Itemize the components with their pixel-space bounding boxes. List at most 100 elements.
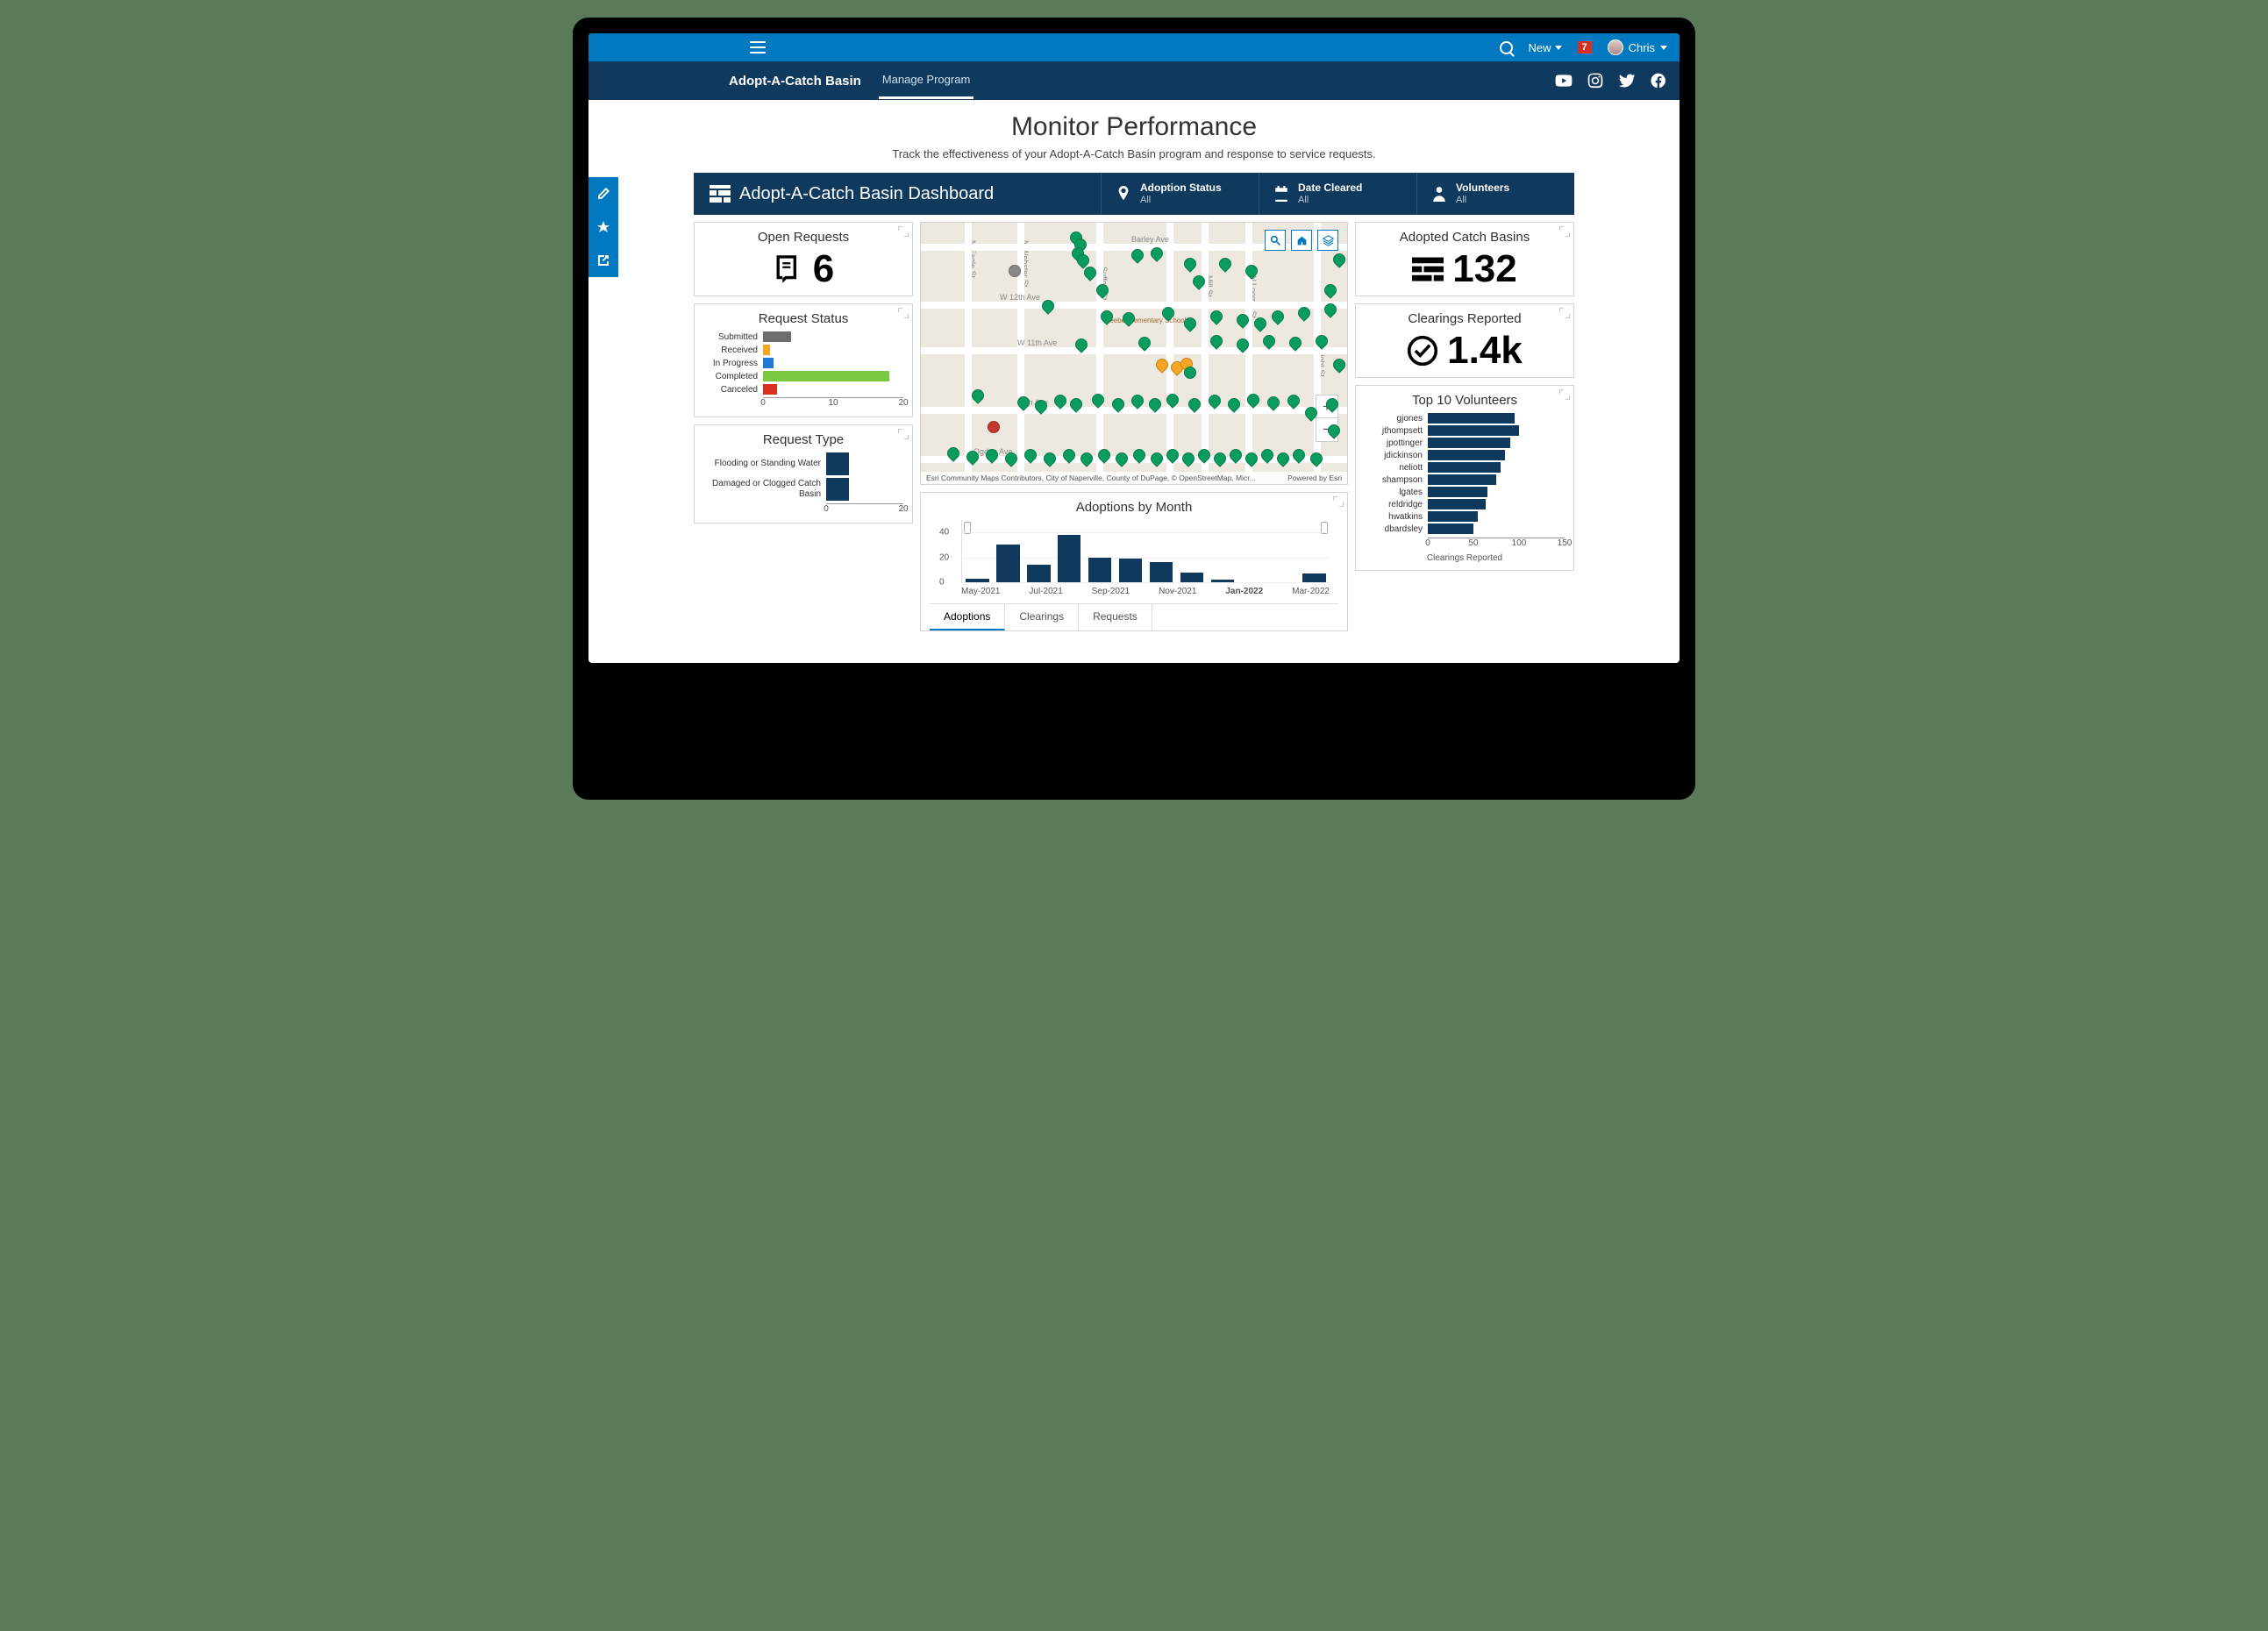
user-name: Chris xyxy=(1629,41,1655,54)
dashboard-title: Adopt-A-Catch Basin Dashboard xyxy=(694,173,1101,215)
map-pin[interactable] xyxy=(1113,450,1130,467)
youtube-icon[interactable] xyxy=(1555,72,1573,89)
map-pin[interactable] xyxy=(1211,450,1229,467)
card-title: Open Requests xyxy=(703,230,903,245)
new-label: New xyxy=(1529,41,1551,54)
map-pin[interactable] xyxy=(1180,450,1197,467)
filter-volunteers[interactable]: VolunteersAll xyxy=(1416,173,1574,215)
map-pin[interactable] xyxy=(969,387,987,404)
volunteer-row: shampson xyxy=(1365,474,1565,485)
card-title: Clearings Reported xyxy=(1365,311,1565,326)
favorite-tool[interactable] xyxy=(588,210,618,244)
map-layers-button[interactable] xyxy=(1317,230,1338,251)
user-menu[interactable]: Chris xyxy=(1608,39,1667,55)
caret-down-icon xyxy=(1555,46,1562,50)
check-circle-icon xyxy=(1407,335,1438,367)
screen: New 7 Chris Adopt-A-Catch Basin Manage P… xyxy=(588,33,1680,663)
expand-icon[interactable] xyxy=(1559,226,1570,237)
volunteer-row: hwatkins xyxy=(1365,511,1565,522)
map[interactable]: N Wright StN Loomis StMill StSuffolk StN… xyxy=(921,223,1347,484)
volunteer-row: neliott xyxy=(1365,462,1565,473)
menu-icon[interactable] xyxy=(750,41,766,53)
map-pin[interactable] xyxy=(1148,450,1166,467)
clearings-card: Clearings Reported 1.4k xyxy=(1355,303,1574,378)
volunteer-row: jdickinson xyxy=(1365,450,1565,460)
page-title: Monitor Performance xyxy=(588,112,1680,142)
map-pin[interactable] xyxy=(1009,265,1021,277)
bar-row: Submitted xyxy=(703,331,903,342)
map-pin[interactable] xyxy=(1330,251,1347,268)
instagram-icon[interactable] xyxy=(1587,72,1604,89)
volunteer-row: reldridge xyxy=(1365,499,1565,509)
column-bar xyxy=(1058,535,1081,582)
request-type-card: Request Type Flooding or Standing WaterD… xyxy=(694,424,913,523)
adopted-value: 132 xyxy=(1452,250,1516,288)
bar-row: In Progress xyxy=(703,358,903,368)
clearings-value: 1.4k xyxy=(1447,331,1523,370)
card-title: Request Status xyxy=(703,311,903,326)
map-pin[interactable] xyxy=(1208,308,1225,325)
filter-adoption-status[interactable]: Adoption StatusAll xyxy=(1101,173,1259,215)
expand-icon[interactable] xyxy=(1333,496,1344,507)
map-pin[interactable] xyxy=(1041,450,1059,467)
expand-icon[interactable] xyxy=(1559,308,1570,318)
navbar: Adopt-A-Catch Basin Manage Program xyxy=(588,61,1680,100)
filter-date-cleared[interactable]: Date ClearedAll xyxy=(1259,173,1416,215)
topbar: New 7 Chris xyxy=(588,33,1680,61)
map-pin[interactable] xyxy=(988,421,1000,433)
column-bar xyxy=(1119,559,1143,582)
adopted-basins-card: Adopted Catch Basins 132 xyxy=(1355,222,1574,296)
map-pin[interactable] xyxy=(1274,450,1292,467)
tab-adoptions[interactable]: Adoptions xyxy=(930,604,1005,630)
map-attribution: Esri Community Maps Contributors, City o… xyxy=(921,472,1347,484)
share-tool[interactable] xyxy=(588,244,618,277)
column-bar xyxy=(1211,580,1235,582)
map-pin[interactable] xyxy=(1078,450,1095,467)
volunteer-row: dbardsley xyxy=(1365,523,1565,534)
map-search-button[interactable] xyxy=(1265,230,1286,251)
volunteer-row: jthompsett xyxy=(1365,425,1565,436)
tab-requests[interactable]: Requests xyxy=(1079,604,1152,630)
map-card: N Wright StN Loomis StMill StSuffolk StN… xyxy=(920,222,1348,485)
map-pin[interactable] xyxy=(1216,255,1234,273)
map-pin[interactable] xyxy=(1089,391,1107,409)
bar-row: Damaged or Clogged Catch Basin xyxy=(703,478,903,501)
volunteer-row: gjones xyxy=(1365,413,1565,424)
edit-tool[interactable] xyxy=(588,177,618,210)
facebook-icon[interactable] xyxy=(1650,72,1667,89)
content: Monitor Performance Track the effectiven… xyxy=(588,100,1680,663)
expand-icon[interactable] xyxy=(1559,389,1570,400)
volunteer-row: lgates xyxy=(1365,487,1565,497)
bar-row: Completed xyxy=(703,371,903,381)
map-pin[interactable] xyxy=(1269,308,1287,325)
caret-down-icon xyxy=(1660,46,1667,50)
volunteer-row: jpottinger xyxy=(1365,438,1565,448)
map-pin[interactable] xyxy=(1039,297,1057,315)
expand-icon[interactable] xyxy=(898,308,909,318)
new-dropdown[interactable]: New xyxy=(1529,41,1562,54)
notification-badge[interactable]: 7 xyxy=(1578,41,1592,53)
expand-icon[interactable] xyxy=(898,429,909,439)
bar-row: Received xyxy=(703,345,903,355)
map-home-button[interactable] xyxy=(1291,230,1312,251)
map-pin[interactable] xyxy=(1308,450,1325,467)
tab-clearings[interactable]: Clearings xyxy=(1005,604,1079,630)
side-toolbar xyxy=(588,177,618,277)
dashboard-header: Adopt-A-Catch Basin Dashboard Adoption S… xyxy=(694,173,1574,215)
request-status-card: Request Status Submitted Received In Progr… xyxy=(694,303,913,417)
search-icon[interactable] xyxy=(1500,41,1513,54)
clipboard-icon xyxy=(773,253,804,285)
column-bar xyxy=(1180,573,1204,582)
expand-icon[interactable] xyxy=(898,226,909,237)
bar-row: Canceled xyxy=(703,384,903,395)
open-requests-value: 6 xyxy=(813,250,834,288)
map-pin[interactable] xyxy=(1181,255,1199,273)
tab-manage-program[interactable]: Manage Program xyxy=(879,73,974,99)
column-bar xyxy=(1150,562,1173,582)
volunteers-sub: Clearings Reported xyxy=(1365,553,1565,563)
adoptions-card: Adoptions by Month 02040 May-2021Jul-202… xyxy=(920,492,1348,631)
map-pin[interactable] xyxy=(1330,356,1347,374)
map-pin[interactable] xyxy=(1322,281,1339,299)
twitter-icon[interactable] xyxy=(1618,72,1636,89)
monitor-frame: New 7 Chris Adopt-A-Catch Basin Manage P… xyxy=(573,18,1695,800)
